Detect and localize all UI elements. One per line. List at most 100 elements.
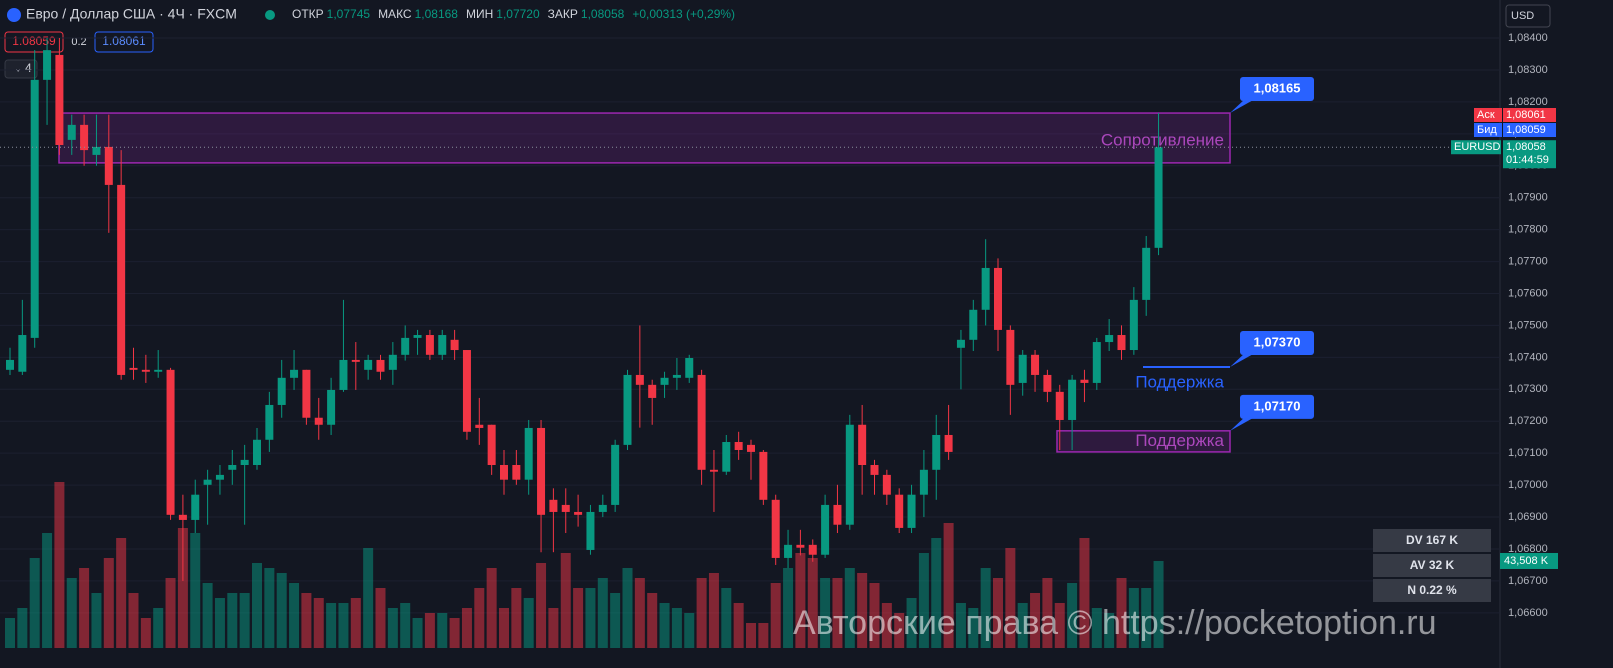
candle-body bbox=[388, 354, 397, 370]
volume-bar bbox=[486, 568, 497, 648]
callout-box bbox=[1240, 77, 1314, 102]
volume-bar bbox=[560, 553, 571, 648]
candle-body bbox=[500, 465, 508, 480]
volume-bar bbox=[165, 578, 176, 648]
buy-box[interactable] bbox=[94, 31, 154, 53]
ohlc-label: МИН bbox=[466, 7, 493, 21]
candle-body bbox=[1031, 354, 1040, 375]
y-tick-label: 1,07400 bbox=[1508, 351, 1548, 363]
volume-bar bbox=[918, 553, 929, 648]
volume-bar bbox=[1153, 560, 1164, 648]
stat-box bbox=[1373, 579, 1491, 602]
zone bbox=[1056, 430, 1231, 453]
bid-label: Бид bbox=[1477, 124, 1497, 136]
candle-body bbox=[1117, 335, 1126, 351]
ask-label-box bbox=[1474, 108, 1502, 122]
volume-bar bbox=[461, 608, 472, 648]
volume-bar bbox=[573, 588, 584, 648]
indicators-toggle[interactable] bbox=[4, 59, 38, 79]
candle-body bbox=[845, 424, 854, 525]
candle-body bbox=[956, 339, 965, 348]
sell-price[interactable]: 1.08059 bbox=[12, 34, 56, 48]
ohlc-value: 1,08058 bbox=[581, 7, 625, 21]
volume-bar bbox=[474, 588, 485, 648]
currency-box[interactable] bbox=[1505, 4, 1551, 28]
volume-bar bbox=[906, 598, 917, 648]
ohlc-label: МАКС bbox=[378, 7, 412, 21]
y-tick-label: 1,06600 bbox=[1508, 607, 1548, 619]
volume-bar bbox=[153, 608, 164, 648]
volume-bar bbox=[1104, 613, 1115, 648]
candle-body bbox=[462, 350, 471, 432]
zone bbox=[58, 112, 1231, 164]
candle-body bbox=[1068, 379, 1077, 420]
volume-bar bbox=[1017, 603, 1028, 648]
zone-label: Поддержка bbox=[1135, 372, 1224, 391]
candle-body bbox=[425, 335, 434, 355]
volume-bar bbox=[943, 523, 954, 648]
indicators-count[interactable]: 4 bbox=[25, 61, 32, 75]
volume-bar bbox=[844, 568, 855, 648]
ohlc-value: 1,07745 bbox=[327, 7, 371, 21]
volume-bar bbox=[140, 618, 151, 648]
candle-body bbox=[895, 494, 904, 528]
candle-body bbox=[537, 427, 546, 515]
y-tick-label: 1,06900 bbox=[1508, 511, 1548, 523]
volume-bar bbox=[869, 583, 880, 648]
volume-bar bbox=[276, 573, 287, 648]
ohlc-header: ОТКР 1,07745 МАКС 1,08168 МИН 1,07720 ЗАКР 1,08… bbox=[292, 7, 735, 21]
candle-body bbox=[67, 124, 76, 140]
stat-box bbox=[1373, 529, 1491, 552]
candle-body bbox=[512, 465, 521, 480]
y-tick-label: 1,07200 bbox=[1508, 415, 1548, 427]
volume-bar bbox=[807, 558, 818, 648]
y-tick-label: 1,07300 bbox=[1508, 383, 1548, 395]
candle-body bbox=[43, 50, 52, 80]
candle-body bbox=[80, 124, 89, 151]
volume-bar bbox=[264, 568, 275, 648]
zone-label: Поддержка bbox=[1135, 431, 1224, 450]
volume-bar bbox=[622, 568, 633, 648]
volume-bar bbox=[350, 598, 361, 648]
volume-bar bbox=[770, 583, 781, 648]
volume-bar bbox=[659, 603, 670, 648]
y-tick-label: 1,07000 bbox=[1508, 479, 1548, 491]
volume-bar bbox=[585, 588, 596, 648]
volume-bar bbox=[1116, 578, 1127, 648]
ohlc-label: ЗАКР bbox=[548, 7, 578, 21]
last-price: 1,08058 bbox=[1506, 141, 1546, 153]
candle-body bbox=[129, 367, 138, 370]
y-tick-label: 1,07900 bbox=[1508, 192, 1548, 204]
callout-label: 1,07370 bbox=[1254, 334, 1301, 349]
callout-label: 1,07170 bbox=[1254, 398, 1301, 413]
sell-box[interactable] bbox=[4, 31, 64, 53]
callout-label: 1,08165 bbox=[1254, 80, 1301, 95]
zone-label: Сопротивление bbox=[1101, 130, 1224, 149]
callout-pointer bbox=[1230, 352, 1255, 367]
volume-bar bbox=[449, 618, 460, 648]
volume-bar bbox=[610, 593, 621, 648]
symbol-icon bbox=[7, 8, 21, 22]
candle-body bbox=[611, 444, 620, 505]
buy-price[interactable]: 1.08061 bbox=[102, 34, 146, 48]
y-tick-label: 1,07500 bbox=[1508, 319, 1548, 331]
volume-bar bbox=[1091, 608, 1102, 648]
candle-body bbox=[672, 374, 681, 378]
candle-body bbox=[870, 465, 879, 475]
callout-pointer bbox=[1230, 99, 1255, 114]
candle-body bbox=[1105, 335, 1114, 343]
candle-body bbox=[1129, 299, 1138, 351]
last-symbol: EURUSD bbox=[1454, 141, 1501, 153]
volume-bar bbox=[931, 538, 942, 648]
candle-body bbox=[709, 469, 718, 472]
volume-bar bbox=[499, 608, 509, 648]
volume-bar bbox=[671, 608, 682, 648]
volume-bar bbox=[239, 593, 250, 648]
candle-body bbox=[561, 504, 570, 512]
currency[interactable]: USD bbox=[1511, 10, 1534, 22]
volume-bar bbox=[424, 613, 435, 648]
volume-bar bbox=[387, 608, 398, 648]
candle-body bbox=[907, 494, 916, 528]
volume-label: 43,508 K bbox=[1504, 555, 1549, 567]
